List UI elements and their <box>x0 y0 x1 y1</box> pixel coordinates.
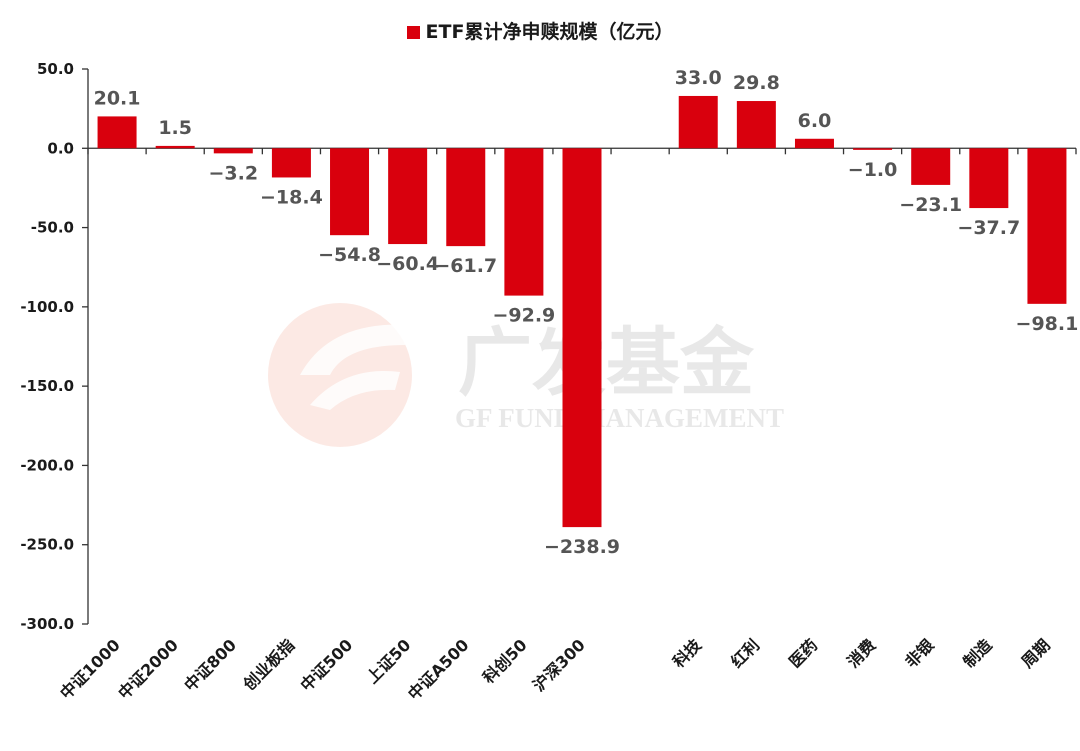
data-label: 1.5 <box>158 117 192 139</box>
y-tick-label: -50.0 <box>31 219 74 237</box>
bar <box>853 148 893 150</box>
y-tick-label: 0.0 <box>47 139 74 157</box>
y-tick-label: -200.0 <box>20 456 74 474</box>
bar <box>155 145 195 149</box>
data-label: −3.2 <box>209 162 259 184</box>
data-label: −1.0 <box>848 159 898 181</box>
data-label: −92.9 <box>492 305 555 327</box>
bar <box>97 116 137 149</box>
x-tick-label: 红利 <box>727 635 763 671</box>
bar <box>736 101 776 149</box>
x-tick-label: 消费 <box>843 635 879 671</box>
watermark: 广发基金 GF FUND MANAGEMENT <box>268 303 784 447</box>
data-label: 6.0 <box>798 110 832 132</box>
y-tick-label: 50.0 <box>37 60 74 78</box>
bar <box>330 148 370 236</box>
x-tick-label: 中证1000 <box>56 635 124 703</box>
data-label: −54.8 <box>318 244 381 266</box>
data-labels: 20.1 1.5 −3.2−18.4 −54.8−60.4−61.7 −92.9 −238… <box>94 67 1079 558</box>
data-label: 29.8 <box>733 72 780 94</box>
x-tick-label: 中证500 <box>297 635 357 695</box>
data-label: −98.1 <box>1016 313 1079 335</box>
data-label: −238.9 <box>544 536 620 558</box>
x-tick-label: 周期 <box>1018 635 1054 671</box>
x-tick-label: 上证50 <box>363 635 415 687</box>
data-label: −61.7 <box>434 255 497 277</box>
bar <box>1027 148 1067 304</box>
bar <box>271 148 311 178</box>
bar <box>446 148 486 247</box>
x-tick-label: 创业板指 <box>239 635 298 694</box>
y-tick-label: -300.0 <box>20 615 74 633</box>
x-tick-label: 非银 <box>901 635 938 672</box>
data-label: −60.4 <box>376 253 439 275</box>
x-tick-label: 中证800 <box>180 635 240 695</box>
y-tick-label: -100.0 <box>20 298 74 316</box>
bars <box>97 95 1067 528</box>
bar <box>969 148 1009 209</box>
data-label: −23.1 <box>899 194 962 216</box>
watermark-logo <box>268 303 412 447</box>
watermark-en: GF FUND MANAGEMENT <box>455 403 784 433</box>
data-label: −18.4 <box>260 186 323 208</box>
y-tick-label: -250.0 <box>20 536 74 554</box>
data-label: 20.1 <box>94 87 141 109</box>
watermark-cn: 广发基金 <box>458 320 755 406</box>
legend-label: ETF累计净申赎规模（亿元） <box>425 21 674 43</box>
bar <box>678 95 718 149</box>
bar <box>794 138 834 149</box>
bar <box>504 148 544 296</box>
legend-swatch <box>406 26 420 39</box>
data-label: 33.0 <box>675 67 722 89</box>
y-tick-label: -150.0 <box>20 377 74 395</box>
x-tick-label: 沪深300 <box>529 635 589 695</box>
x-tick-label: 中证A500 <box>404 635 472 703</box>
x-tick-label: 科技 <box>669 635 706 672</box>
bar <box>562 148 602 528</box>
bar <box>911 148 951 185</box>
x-tick-label: 制造 <box>960 635 997 672</box>
x-tick-label: 科创50 <box>479 635 531 687</box>
x-tick-label: 医药 <box>785 635 821 671</box>
x-tick-label: 中证2000 <box>114 635 182 703</box>
data-label: −37.7 <box>957 217 1020 239</box>
bar <box>388 148 428 245</box>
chart-legend: ETF累计净申赎规模（亿元） <box>0 17 1080 44</box>
bar <box>213 148 253 154</box>
